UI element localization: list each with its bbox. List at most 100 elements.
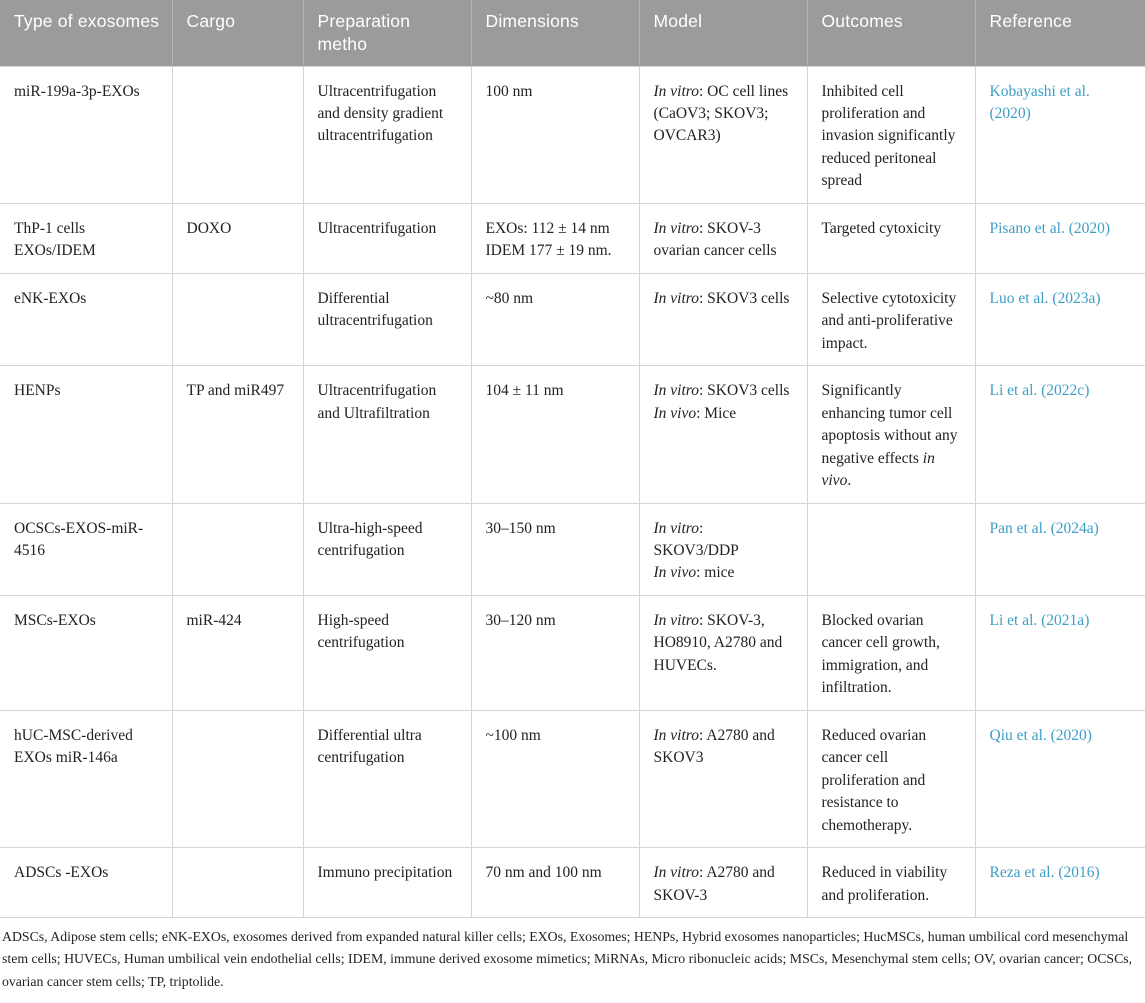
column-header-reference: Reference bbox=[974, 0, 1145, 66]
cell-dimensions: 30–150 nm bbox=[470, 503, 639, 596]
column-header-type: Type of exosomes bbox=[0, 0, 172, 66]
text-segment: : SKOV-3, HO8910, A2780 and HUVECs. bbox=[653, 611, 783, 674]
cell-outcomes: Reduced in viability and proliferation. bbox=[806, 847, 975, 919]
cell-type: miR-199a-3p-EXOs bbox=[0, 65, 172, 204]
text-segment: : OC cell lines (CaOV3; SKOV3; OVCAR3) bbox=[653, 82, 789, 145]
cell-outcomes: Inhibited cell proliferation and invasio… bbox=[806, 65, 975, 204]
text-segment: Significantly enhancing tumor cell apopt… bbox=[821, 382, 958, 467]
reference-link[interactable]: Li et al. (2022c) bbox=[989, 382, 1090, 400]
cell-cargo bbox=[171, 503, 303, 596]
cell-type: eNK-EXOs bbox=[0, 273, 172, 367]
cell-cargo: DOXO bbox=[171, 203, 303, 274]
cell-model: In vitro: SKOV-3 ovarian cancer cells bbox=[638, 203, 807, 274]
cell-type: hUC-MSC-derived EXOs miR-146a bbox=[0, 710, 172, 849]
cell-reference: Li et al. (2022c) bbox=[974, 365, 1145, 504]
cell-cargo: TP and miR497 bbox=[171, 365, 303, 504]
cell-cargo bbox=[171, 847, 303, 919]
italic-text: in vivo bbox=[821, 449, 935, 490]
column-header-preparation: Preparation metho bbox=[302, 0, 471, 66]
reference-link[interactable]: Kobayashi et al. (2020) bbox=[989, 82, 1090, 122]
table-row: ThP-1 cells EXOs/IDEM DOXO Ultracentrifuga… bbox=[0, 203, 1145, 274]
cell-preparation: Ultracentrifugation bbox=[302, 203, 471, 274]
cell-dimensions: EXOs: 112 ± 14 nm IDEM 177 ± 19 nm. bbox=[470, 203, 639, 274]
cell-preparation: Immuno precipitation bbox=[302, 847, 471, 919]
cell-outcomes: Selective cytotoxicity and anti-prolifer… bbox=[806, 273, 975, 367]
cell-model: In vitro: A2780 and SKOV-3 bbox=[638, 847, 807, 919]
cell-outcomes: Significantly enhancing tumor cell apopt… bbox=[806, 365, 975, 504]
cell-model: In vitro: SKOV3/DDP In vivo: mice bbox=[638, 503, 807, 596]
cell-preparation: High-speed centrifugation bbox=[302, 595, 471, 711]
reference-link[interactable]: Reza et al. (2016) bbox=[989, 864, 1100, 882]
text-segment: : SKOV3 cells bbox=[699, 289, 790, 307]
cell-reference: Qiu et al. (2020) bbox=[974, 710, 1145, 849]
cell-model: In vitro: SKOV-3, HO8910, A2780 and HUVE… bbox=[638, 595, 807, 711]
reference-link[interactable]: Pisano et al. (2020) bbox=[989, 219, 1111, 237]
text-segment: : SKOV-3 ovarian cancer cells bbox=[653, 219, 777, 260]
cell-reference: Reza et al. (2016) bbox=[974, 847, 1145, 919]
italic-text: In vitro bbox=[653, 219, 700, 237]
cell-outcomes: Reduced ovarian cancer cell proliferatio… bbox=[806, 710, 975, 849]
cell-dimensions: 70 nm and 100 nm bbox=[470, 847, 639, 919]
italic-text: In vitro bbox=[653, 864, 700, 882]
table-row: eNK-EXOs Differential ultracentrifugation… bbox=[0, 273, 1145, 367]
column-header-outcomes: Outcomes bbox=[806, 0, 975, 66]
cell-dimensions: 100 nm bbox=[470, 65, 639, 204]
text-segment: : Mice bbox=[696, 404, 737, 422]
cell-dimensions: 30–120 nm bbox=[470, 595, 639, 711]
cell-reference: Pisano et al. (2020) bbox=[974, 203, 1145, 274]
text-segment: IDEM 177 ± 19 nm. bbox=[485, 242, 612, 260]
cell-reference: Li et al. (2021a) bbox=[974, 595, 1145, 711]
reference-link[interactable]: Li et al. (2021a) bbox=[989, 611, 1090, 629]
table-footnote: ADSCs, Adipose stem cells; eNK-EXOs, exo… bbox=[2, 929, 1133, 989]
italic-text: In vitro bbox=[653, 611, 700, 629]
cell-outcomes: Targeted cytoxicity bbox=[806, 203, 975, 274]
cell-dimensions: ~80 nm bbox=[470, 273, 639, 367]
table-row: ADSCs -EXOs Immuno precipitation 70 nm and… bbox=[0, 847, 1145, 919]
text-segment: . bbox=[847, 472, 852, 490]
cell-model: In vitro: SKOV3 cells In vivo: Mice bbox=[638, 365, 807, 504]
column-header-cargo: Cargo bbox=[171, 0, 303, 66]
cell-cargo bbox=[171, 710, 303, 849]
cell-dimensions: ~100 nm bbox=[470, 710, 639, 849]
italic-text: In vivo bbox=[653, 564, 697, 582]
italic-text: In vitro bbox=[653, 82, 700, 100]
text-segment: SKOV3/DDP bbox=[653, 542, 739, 559]
italic-text: In vitro bbox=[653, 726, 700, 744]
italic-text: In vitro bbox=[653, 382, 700, 400]
cell-model: In vitro: A2780 and SKOV3 bbox=[638, 710, 807, 849]
cell-preparation: Ultracentrifugation and Ultrafiltration bbox=[302, 365, 471, 504]
cell-outcomes: Blocked ovarian cancer cell growth, immi… bbox=[806, 595, 975, 711]
cell-preparation: Differential ultra centrifugation bbox=[302, 710, 471, 849]
cell-type: MSCs-EXOs bbox=[0, 595, 172, 711]
cell-reference: Pan et al. (2024a) bbox=[974, 503, 1145, 596]
cell-type: OCSCs-EXOS-miR-4516 bbox=[0, 503, 172, 596]
italic-text: In vitro bbox=[653, 289, 700, 307]
cell-reference: Luo et al. (2023a) bbox=[974, 273, 1145, 367]
cell-reference: Kobayashi et al. (2020) bbox=[974, 65, 1145, 204]
table-body: miR-199a-3p-EXOs Ultracentrifugation and … bbox=[0, 65, 1145, 919]
reference-link[interactable]: Qiu et al. (2020) bbox=[989, 726, 1092, 744]
column-header-model: Model bbox=[638, 0, 807, 66]
table-row: hUC-MSC-derived EXOs miR-146a Differentia… bbox=[0, 710, 1145, 849]
table-row: MSCs-EXOs miR-424 High-speed centrifugatio… bbox=[0, 595, 1145, 711]
cell-model: In vitro: SKOV3 cells bbox=[638, 273, 807, 367]
exosomes-table: Type of exosomes Cargo Preparation metho Di… bbox=[0, 0, 1145, 919]
text-segment: : A2780 and SKOV3 bbox=[653, 726, 775, 767]
cell-type: ThP-1 cells EXOs/IDEM bbox=[0, 203, 172, 274]
text-segment: : SKOV3 cells bbox=[699, 382, 790, 400]
table-row: OCSCs-EXOS-miR-4516 Ultra-high-speed cent… bbox=[0, 503, 1145, 596]
reference-link[interactable]: Pan et al. (2024a) bbox=[989, 519, 1099, 537]
cell-preparation: Differential ultracentrifugation bbox=[302, 273, 471, 367]
text-segment: EXOs: 112 ± 14 nm bbox=[485, 219, 610, 237]
cell-outcomes bbox=[806, 503, 975, 596]
italic-text: In vivo bbox=[653, 404, 697, 422]
table-row: HENPs TP and miR497 Ultracentrifugation an… bbox=[0, 365, 1145, 504]
cell-cargo: miR-424 bbox=[171, 595, 303, 711]
reference-link[interactable]: Luo et al. (2023a) bbox=[989, 289, 1101, 307]
text-segment: : A2780 and SKOV-3 bbox=[653, 864, 775, 904]
cell-cargo bbox=[171, 273, 303, 367]
column-header-dimensions: Dimensions bbox=[470, 0, 639, 66]
italic-text: In vitro bbox=[653, 519, 700, 537]
text-segment: : mice bbox=[696, 564, 735, 582]
